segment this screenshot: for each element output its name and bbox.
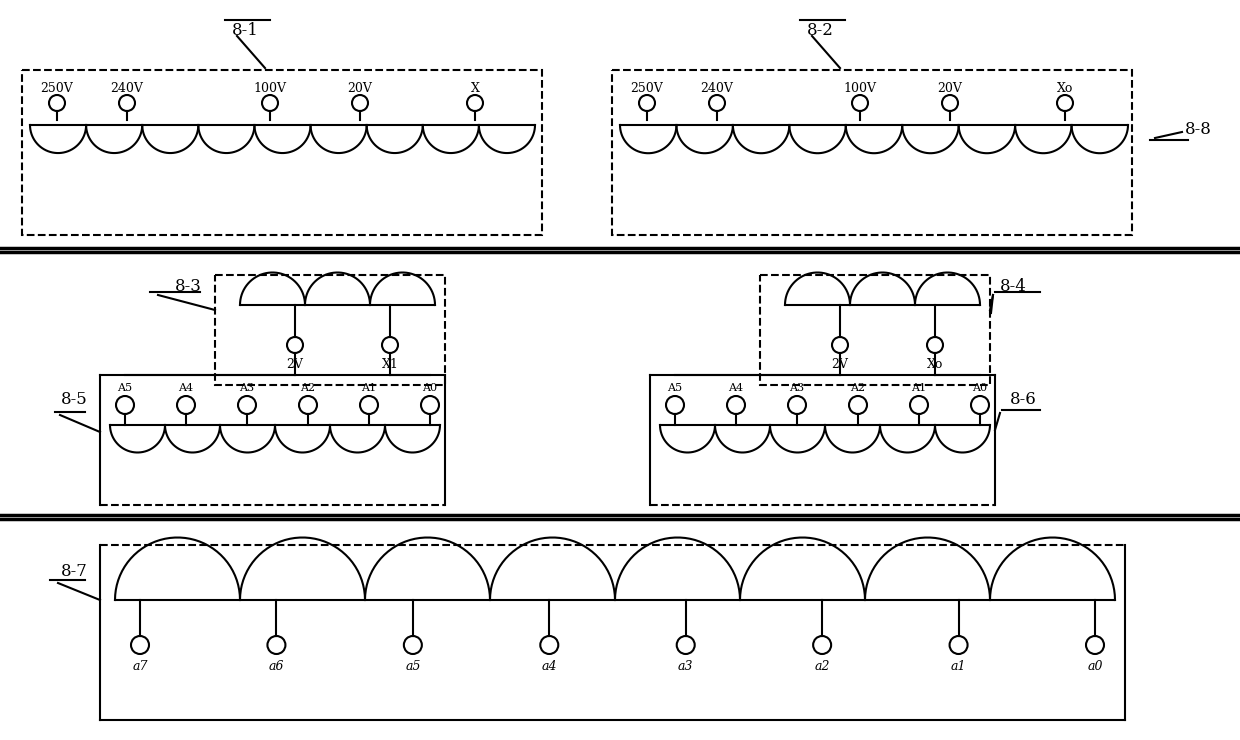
Text: 100V: 100V — [843, 82, 877, 95]
Text: 8-4: 8-4 — [999, 278, 1027, 295]
Text: 240V: 240V — [110, 82, 144, 95]
Text: 8-6: 8-6 — [1011, 391, 1037, 408]
Text: a6: a6 — [269, 660, 284, 673]
Bar — [22, 70, 542, 235]
Text: A3: A3 — [239, 383, 254, 393]
Text: 8-5: 8-5 — [61, 391, 88, 408]
Text: Xo: Xo — [926, 358, 944, 371]
Bar — [760, 275, 990, 385]
Text: 8-3: 8-3 — [175, 278, 202, 295]
Text: 250V: 250V — [41, 82, 73, 95]
Text: a5: a5 — [405, 660, 420, 673]
Text: a7: a7 — [133, 660, 148, 673]
Text: X: X — [470, 82, 480, 95]
Text: 240V: 240V — [701, 82, 733, 95]
Text: 8-1: 8-1 — [232, 22, 258, 39]
Text: A4: A4 — [179, 383, 193, 393]
Text: a3: a3 — [678, 660, 693, 673]
Text: 8-8: 8-8 — [1185, 121, 1211, 138]
Text: 20V: 20V — [347, 82, 372, 95]
Text: A1: A1 — [911, 383, 926, 393]
Text: Xo: Xo — [1056, 82, 1073, 95]
Text: A2: A2 — [300, 383, 315, 393]
Text: a1: a1 — [951, 660, 966, 673]
Text: a2: a2 — [815, 660, 830, 673]
Text: 250V: 250V — [631, 82, 663, 95]
Text: a4: a4 — [542, 660, 557, 673]
Text: 8-7: 8-7 — [61, 563, 88, 580]
Text: 20V: 20V — [937, 82, 962, 95]
Text: 100V: 100V — [253, 82, 286, 95]
Text: A5: A5 — [118, 383, 133, 393]
Text: a0: a0 — [1087, 660, 1102, 673]
Text: A1: A1 — [361, 383, 377, 393]
Text: A0: A0 — [972, 383, 987, 393]
Text: 2V: 2V — [286, 358, 304, 371]
Text: A4: A4 — [728, 383, 744, 393]
Text: A2: A2 — [851, 383, 866, 393]
Text: A0: A0 — [423, 383, 438, 393]
Text: 2V: 2V — [832, 358, 848, 371]
Bar — [215, 275, 445, 385]
Bar — [613, 70, 1132, 235]
Text: 8-2: 8-2 — [806, 22, 833, 39]
Text: A5: A5 — [667, 383, 682, 393]
Text: A3: A3 — [790, 383, 805, 393]
Text: X1: X1 — [382, 358, 398, 371]
